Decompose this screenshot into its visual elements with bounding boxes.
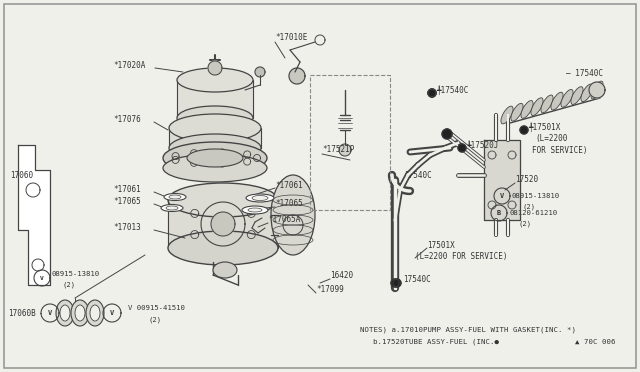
Text: (2): (2) — [519, 221, 532, 227]
Polygon shape — [393, 279, 401, 287]
Text: *17076: *17076 — [113, 115, 141, 125]
Ellipse shape — [164, 193, 186, 201]
Ellipse shape — [242, 206, 268, 214]
Ellipse shape — [161, 205, 183, 212]
Polygon shape — [391, 279, 399, 287]
Ellipse shape — [521, 100, 533, 118]
Text: ╇17540C: ╇17540C — [436, 85, 468, 95]
Text: V: V — [40, 276, 44, 280]
Text: 17060: 17060 — [10, 170, 33, 180]
Text: — 17540C: — 17540C — [566, 68, 603, 77]
Text: NOTES) a.17010PUMP ASSY-FUEL WITH GASKET(INC. *): NOTES) a.17010PUMP ASSY-FUEL WITH GASKET… — [360, 327, 576, 333]
Ellipse shape — [571, 87, 583, 105]
Text: *17061: *17061 — [113, 186, 141, 195]
Text: *17061: *17061 — [275, 180, 303, 189]
Polygon shape — [442, 129, 452, 139]
Ellipse shape — [511, 103, 523, 121]
Ellipse shape — [75, 305, 85, 321]
Polygon shape — [520, 126, 528, 134]
Polygon shape — [169, 128, 261, 148]
Ellipse shape — [163, 154, 267, 182]
Text: (2): (2) — [148, 317, 161, 323]
Polygon shape — [18, 145, 50, 285]
Text: ╇17520J: ╇17520J — [466, 140, 499, 150]
Ellipse shape — [168, 183, 278, 217]
Ellipse shape — [60, 305, 70, 321]
Text: (L=2200 FOR SERVICE): (L=2200 FOR SERVICE) — [415, 253, 508, 262]
Text: *17065A: *17065A — [268, 215, 300, 224]
Text: (2): (2) — [62, 282, 75, 288]
Ellipse shape — [271, 175, 315, 255]
Text: *17013: *17013 — [113, 224, 141, 232]
Ellipse shape — [86, 300, 104, 326]
Ellipse shape — [177, 68, 253, 92]
Polygon shape — [168, 200, 278, 248]
Text: *17020A: *17020A — [113, 61, 145, 71]
Text: 08120-61210: 08120-61210 — [510, 210, 558, 216]
Ellipse shape — [71, 300, 89, 326]
Text: 17520: 17520 — [515, 176, 538, 185]
Text: 17060B: 17060B — [8, 308, 36, 317]
Polygon shape — [177, 80, 253, 118]
Ellipse shape — [177, 106, 253, 130]
Polygon shape — [428, 89, 436, 97]
Text: B: B — [497, 210, 501, 216]
Ellipse shape — [213, 262, 237, 278]
Text: V: V — [500, 193, 504, 199]
Text: *17065: *17065 — [275, 199, 303, 208]
Text: V: V — [110, 310, 114, 316]
Polygon shape — [458, 144, 466, 152]
Text: 16420: 16420 — [330, 272, 353, 280]
Text: (L=2200: (L=2200 — [535, 135, 568, 144]
Ellipse shape — [168, 231, 278, 265]
Ellipse shape — [246, 194, 274, 202]
Text: ╇17501X: ╇17501X — [528, 122, 561, 132]
Text: *17099: *17099 — [316, 285, 344, 295]
Text: ▲ 70C 006: ▲ 70C 006 — [575, 339, 616, 345]
Text: 17540C: 17540C — [404, 170, 432, 180]
Ellipse shape — [581, 84, 593, 102]
Ellipse shape — [56, 300, 74, 326]
Ellipse shape — [169, 195, 181, 199]
Polygon shape — [484, 140, 520, 220]
Ellipse shape — [90, 305, 100, 321]
Polygon shape — [339, 144, 351, 156]
Ellipse shape — [591, 81, 603, 99]
Ellipse shape — [501, 106, 513, 124]
Polygon shape — [255, 67, 265, 77]
Polygon shape — [289, 68, 305, 84]
Ellipse shape — [248, 208, 262, 212]
Text: FOR SERVICE): FOR SERVICE) — [532, 147, 588, 155]
Ellipse shape — [252, 196, 268, 201]
Text: *17010E: *17010E — [275, 33, 307, 42]
Text: 08915-13810: 08915-13810 — [52, 271, 100, 277]
Text: (2): (2) — [522, 204, 535, 210]
Polygon shape — [211, 212, 235, 236]
Text: 08915-13810: 08915-13810 — [512, 193, 560, 199]
Text: 17540C: 17540C — [403, 276, 431, 285]
Ellipse shape — [531, 98, 543, 116]
Ellipse shape — [541, 95, 553, 113]
Ellipse shape — [169, 114, 261, 142]
Text: V 00915-41510: V 00915-41510 — [128, 305, 185, 311]
Polygon shape — [428, 89, 436, 97]
Text: 17501X: 17501X — [427, 241, 455, 250]
Text: b.17520TUBE ASSY-FUEL (INC.●: b.17520TUBE ASSY-FUEL (INC.● — [373, 339, 499, 345]
Polygon shape — [589, 82, 605, 98]
Ellipse shape — [187, 149, 243, 167]
Ellipse shape — [551, 92, 563, 110]
Text: *17065: *17065 — [113, 198, 141, 206]
Ellipse shape — [166, 206, 178, 210]
Text: V: V — [48, 310, 52, 316]
Text: *17521P: *17521P — [322, 145, 355, 154]
Ellipse shape — [169, 134, 261, 162]
Ellipse shape — [163, 142, 267, 174]
Ellipse shape — [561, 89, 573, 107]
Polygon shape — [208, 61, 222, 75]
